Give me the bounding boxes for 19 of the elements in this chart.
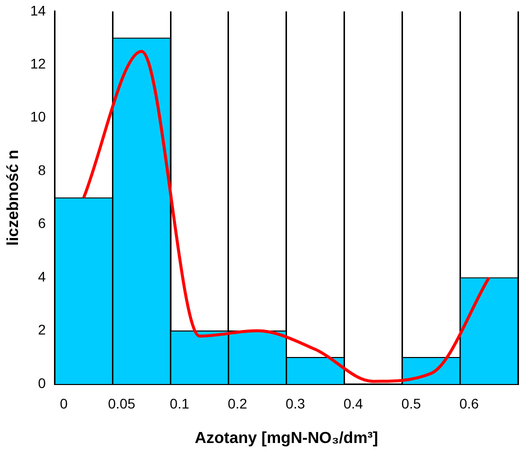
x-tick-label: 0.2 — [228, 395, 248, 412]
x-tick-label: 0.1 — [170, 395, 190, 412]
x-tick-label: 0.6 — [459, 395, 479, 412]
y-tick-label: 8 — [38, 162, 46, 178]
y-tick-label: 2 — [38, 322, 46, 338]
x-axis-title: Azotany [mgN-NO₃/dm³] — [194, 430, 378, 447]
x-tick-label: 0 — [60, 395, 68, 412]
line-series — [82, 50, 491, 383]
y-tick-label: 0 — [38, 374, 46, 391]
y-tick-label: 6 — [38, 215, 46, 232]
x-tick-label: 0.3 — [286, 395, 306, 412]
x-tick-label: 0.05 — [108, 395, 136, 412]
y-tick-label: 14 — [30, 2, 46, 18]
y-tick-label: 10 — [30, 108, 46, 125]
y-tick-label: 4 — [38, 268, 46, 284]
x-tick-label: 0.4 — [344, 395, 364, 412]
y-tick-label: 12 — [30, 55, 46, 72]
x-tick-label: 0.5 — [401, 395, 422, 412]
y-axis-title: liczebność n — [5, 150, 22, 246]
